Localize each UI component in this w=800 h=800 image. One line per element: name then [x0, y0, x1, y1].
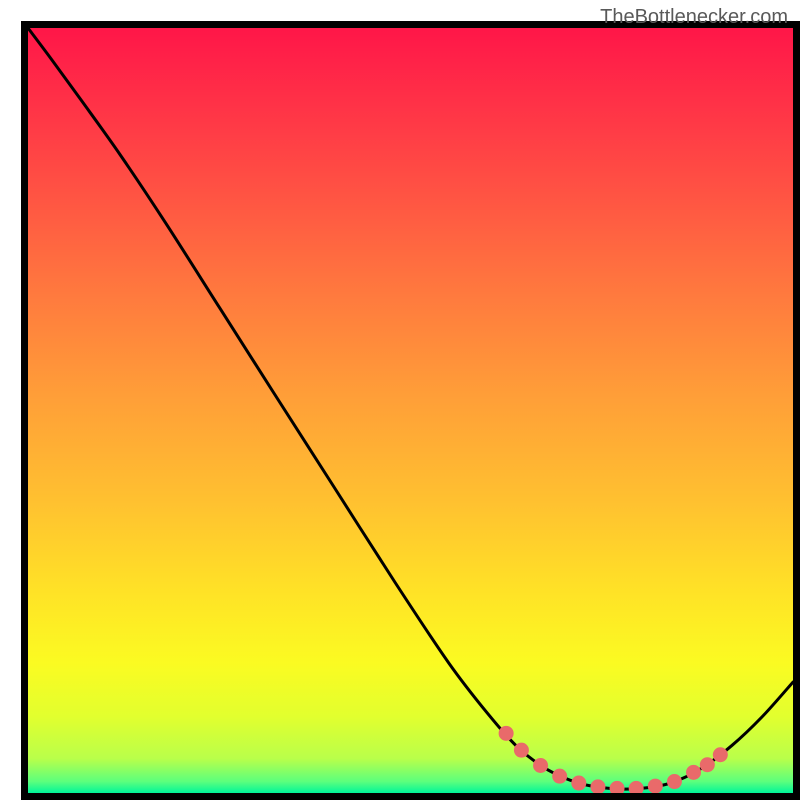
marker-dot	[572, 776, 586, 790]
marker-dot	[700, 758, 714, 772]
marker-dot	[591, 780, 605, 794]
bottleneck-curve-chart	[0, 0, 800, 800]
marker-dot	[713, 748, 727, 762]
marker-dot	[514, 743, 528, 757]
marker-dot	[667, 775, 681, 789]
marker-dot	[534, 758, 548, 772]
watermark-text: TheBottlenecker.com	[600, 6, 788, 29]
marker-dot	[499, 726, 513, 740]
gradient-background	[28, 28, 793, 793]
marker-dot	[553, 769, 567, 783]
marker-dot	[648, 779, 662, 793]
chart-frame: TheBottlenecker.com	[0, 0, 800, 800]
marker-dot	[687, 765, 701, 779]
